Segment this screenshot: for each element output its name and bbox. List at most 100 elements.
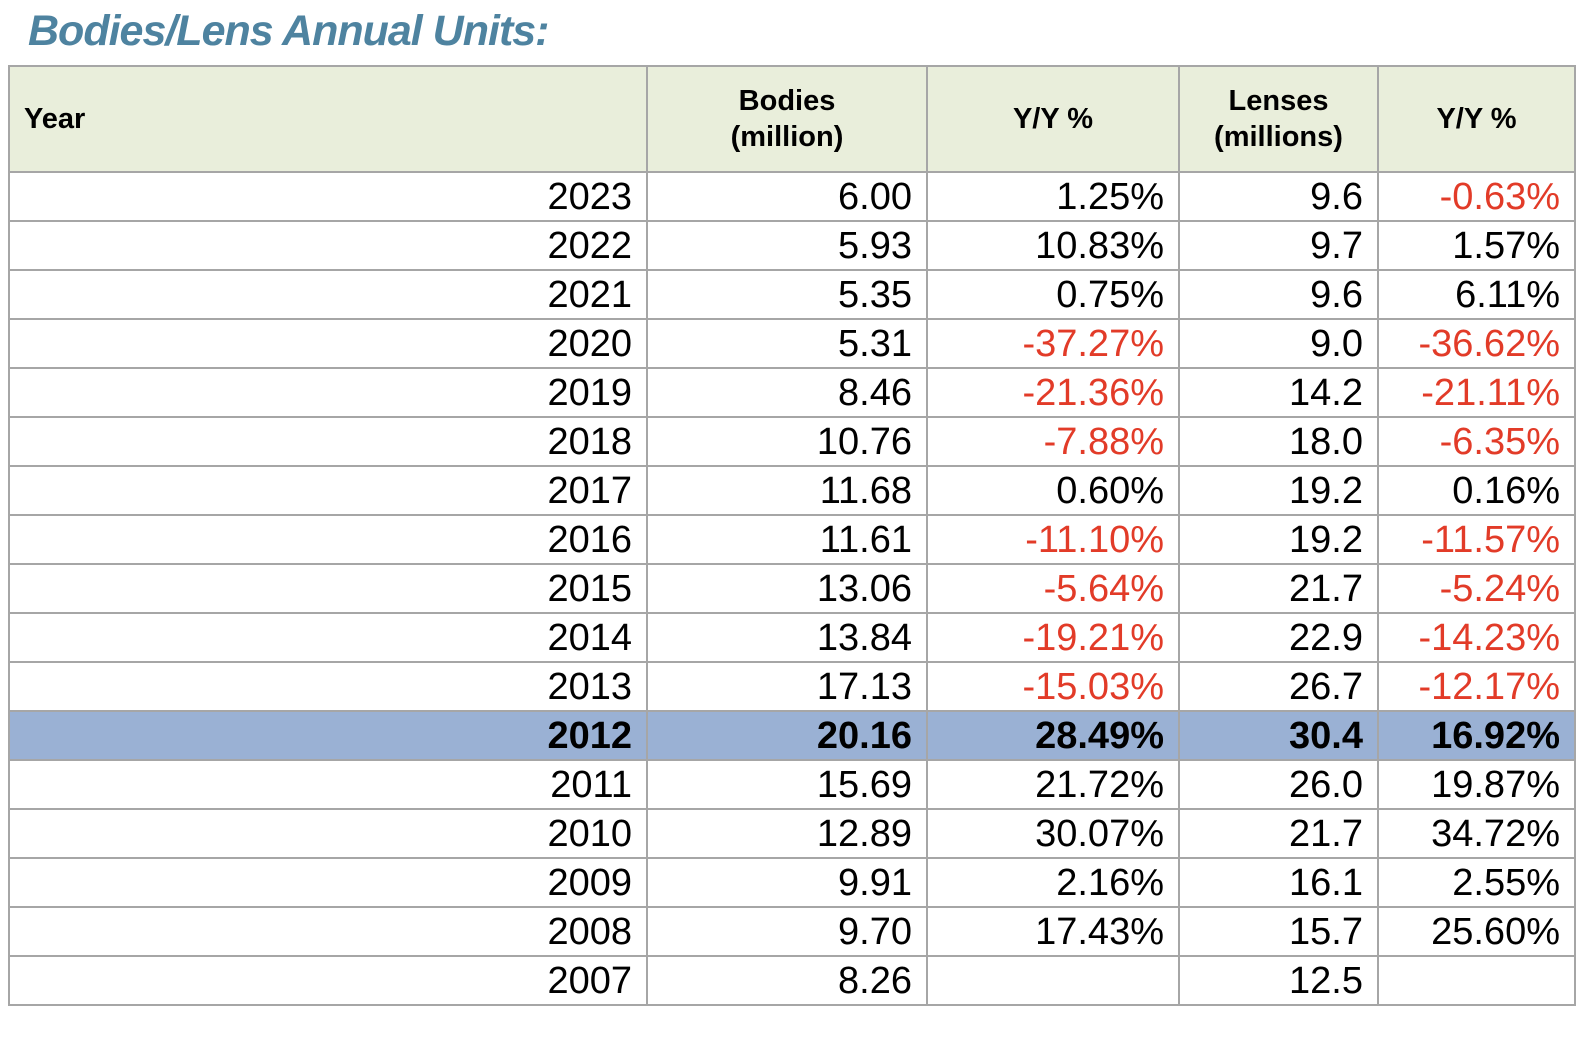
cell-lenses-yoy: -21.11% xyxy=(1377,367,1576,419)
cell-year: 2023 xyxy=(8,171,648,223)
table-row: 2007 8.26 12.5 xyxy=(8,955,1576,1007)
cell-bodies-million: 12.89 xyxy=(646,808,928,860)
cell-lenses-millions: 9.6 xyxy=(1178,269,1379,321)
cell-lenses-millions: 19.2 xyxy=(1178,465,1379,517)
table-row: 2023 6.00 1.25% 9.6 -0.63% xyxy=(8,171,1576,223)
cell-bodies-yoy: -19.21% xyxy=(926,612,1180,664)
cell-bodies-million: 20.16 xyxy=(646,710,928,762)
cell-lenses-yoy xyxy=(1377,955,1576,1007)
cell-year: 2009 xyxy=(8,857,648,909)
cell-lenses-millions: 16.1 xyxy=(1178,857,1379,909)
cell-bodies-million: 9.70 xyxy=(646,906,928,958)
cell-bodies-yoy: -7.88% xyxy=(926,416,1180,468)
table-row: 2014 13.84 -19.21% 22.9 -14.23% xyxy=(8,612,1576,664)
header-row: Year Bodies (million) Y/Y % Lenses (mill… xyxy=(8,65,1576,174)
column-header-bodies-million: Bodies (million) xyxy=(646,65,928,174)
cell-lenses-yoy: -12.17% xyxy=(1377,661,1576,713)
column-header-bodies-yoy: Y/Y % xyxy=(926,65,1180,174)
cell-lenses-millions: 15.7 xyxy=(1178,906,1379,958)
table-row: 2013 17.13 -15.03% 26.7 -12.17% xyxy=(8,661,1576,713)
table-body: 2023 6.00 1.25% 9.6 -0.63% 2022 5.93 10.83% 9.7 1… xyxy=(8,171,1576,1007)
table-row: 2018 10.76 -7.88% 18.0 -6.35% xyxy=(8,416,1576,468)
column-header-lenses-millions: Lenses (millions) xyxy=(1178,65,1379,174)
table-header: Year Bodies (million) Y/Y % Lenses (mill… xyxy=(8,65,1576,174)
cell-bodies-yoy: -11.10% xyxy=(926,514,1180,566)
cell-year: 2014 xyxy=(8,612,648,664)
cell-bodies-million: 15.69 xyxy=(646,759,928,811)
cell-lenses-millions: 26.7 xyxy=(1178,661,1379,713)
cell-year: 2020 xyxy=(8,318,648,370)
page-title: Bodies/Lens Annual Units: xyxy=(28,7,550,55)
cell-lenses-millions: 18.0 xyxy=(1178,416,1379,468)
cell-bodies-million: 8.46 xyxy=(646,367,928,419)
column-header-lenses-yoy: Y/Y % xyxy=(1377,65,1576,174)
table-row: 2008 9.70 17.43% 15.7 25.60% xyxy=(8,906,1576,958)
cell-lenses-millions: 9.6 xyxy=(1178,171,1379,223)
cell-lenses-millions: 22.9 xyxy=(1178,612,1379,664)
cell-bodies-million: 5.31 xyxy=(646,318,928,370)
cell-year: 2016 xyxy=(8,514,648,566)
annual-units-table: Year Bodies (million) Y/Y % Lenses (mill… xyxy=(8,65,1576,1007)
cell-lenses-yoy: -6.35% xyxy=(1377,416,1576,468)
cell-bodies-million: 13.06 xyxy=(646,563,928,615)
cell-lenses-millions: 21.7 xyxy=(1178,563,1379,615)
cell-bodies-million: 9.91 xyxy=(646,857,928,909)
cell-bodies-million: 11.68 xyxy=(646,465,928,517)
cell-lenses-yoy: 0.16% xyxy=(1377,465,1576,517)
cell-bodies-million: 6.00 xyxy=(646,171,928,223)
cell-bodies-million: 5.35 xyxy=(646,269,928,321)
cell-year: 2017 xyxy=(8,465,648,517)
table-row: 2017 11.68 0.60% 19.2 0.16% xyxy=(8,465,1576,517)
cell-year: 2013 xyxy=(8,661,648,713)
cell-lenses-millions: 21.7 xyxy=(1178,808,1379,860)
cell-lenses-yoy: -11.57% xyxy=(1377,514,1576,566)
cell-lenses-yoy: -5.24% xyxy=(1377,563,1576,615)
cell-year: 2018 xyxy=(8,416,648,468)
cell-lenses-millions: 9.7 xyxy=(1178,220,1379,272)
cell-bodies-million: 10.76 xyxy=(646,416,928,468)
cell-lenses-yoy: 16.92% xyxy=(1377,710,1576,762)
cell-lenses-yoy: -36.62% xyxy=(1377,318,1576,370)
column-header-year: Year xyxy=(8,65,648,174)
cell-lenses-yoy: 2.55% xyxy=(1377,857,1576,909)
cell-bodies-yoy xyxy=(926,955,1180,1007)
cell-lenses-yoy: -14.23% xyxy=(1377,612,1576,664)
cell-year: 2010 xyxy=(8,808,648,860)
cell-lenses-yoy: 25.60% xyxy=(1377,906,1576,958)
cell-bodies-yoy: 28.49% xyxy=(926,710,1180,762)
cell-bodies-yoy: -15.03% xyxy=(926,661,1180,713)
page: Bodies/Lens Annual Units: Year Bodies (m… xyxy=(8,7,1576,1007)
table-row-highlighted: 2012 20.16 28.49% 30.4 16.92% xyxy=(8,710,1576,762)
cell-lenses-yoy: 6.11% xyxy=(1377,269,1576,321)
cell-bodies-million: 13.84 xyxy=(646,612,928,664)
cell-bodies-million: 17.13 xyxy=(646,661,928,713)
cell-lenses-millions: 26.0 xyxy=(1178,759,1379,811)
cell-bodies-yoy: -5.64% xyxy=(926,563,1180,615)
cell-lenses-yoy: -0.63% xyxy=(1377,171,1576,223)
cell-year: 2012 xyxy=(8,710,648,762)
cell-bodies-yoy: 30.07% xyxy=(926,808,1180,860)
cell-bodies-yoy: 0.75% xyxy=(926,269,1180,321)
cell-year: 2011 xyxy=(8,759,648,811)
cell-year: 2008 xyxy=(8,906,648,958)
cell-year: 2022 xyxy=(8,220,648,272)
table-row: 2019 8.46 -21.36% 14.2 -21.11% xyxy=(8,367,1576,419)
cell-bodies-yoy: 2.16% xyxy=(926,857,1180,909)
cell-year: 2007 xyxy=(8,955,648,1007)
cell-bodies-million: 8.26 xyxy=(646,955,928,1007)
table-row: 2015 13.06 -5.64% 21.7 -5.24% xyxy=(8,563,1576,615)
cell-lenses-millions: 30.4 xyxy=(1178,710,1379,762)
cell-year: 2019 xyxy=(8,367,648,419)
table-row: 2022 5.93 10.83% 9.7 1.57% xyxy=(8,220,1576,272)
cell-bodies-yoy: 0.60% xyxy=(926,465,1180,517)
table-row: 2010 12.89 30.07% 21.7 34.72% xyxy=(8,808,1576,860)
cell-lenses-yoy: 34.72% xyxy=(1377,808,1576,860)
cell-bodies-million: 11.61 xyxy=(646,514,928,566)
cell-lenses-millions: 19.2 xyxy=(1178,514,1379,566)
table-row: 2020 5.31 -37.27% 9.0 -36.62% xyxy=(8,318,1576,370)
cell-bodies-yoy: 1.25% xyxy=(926,171,1180,223)
table-row: 2011 15.69 21.72% 26.0 19.87% xyxy=(8,759,1576,811)
cell-bodies-yoy: -21.36% xyxy=(926,367,1180,419)
table-row: 2009 9.91 2.16% 16.1 2.55% xyxy=(8,857,1576,909)
cell-bodies-yoy: 10.83% xyxy=(926,220,1180,272)
